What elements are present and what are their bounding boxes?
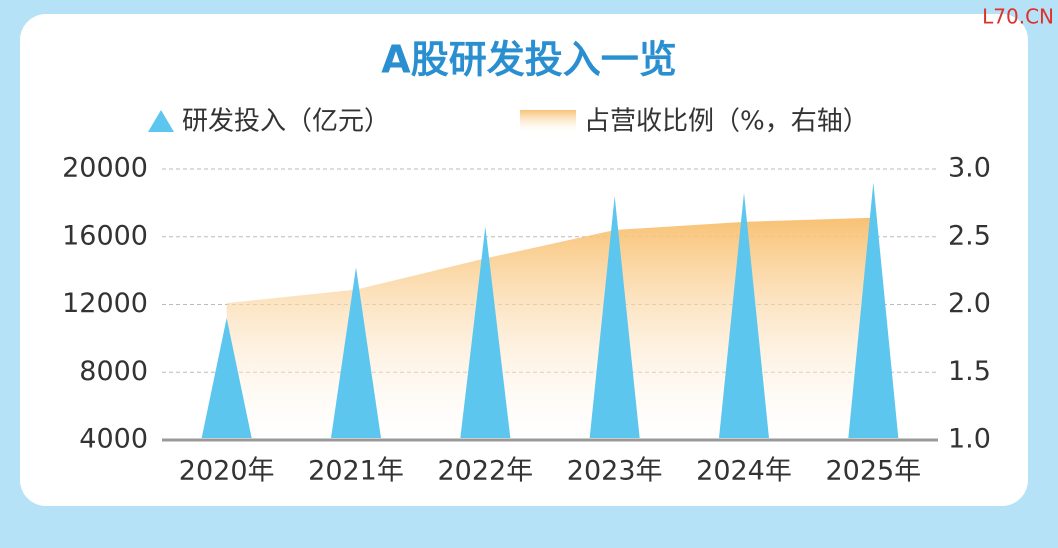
x-tick-label: 2021年 <box>308 456 404 487</box>
chart-title: A股研发投入一览 <box>381 38 676 82</box>
watermark: L70.CN <box>982 5 1054 29</box>
legend-label: 占营收比例（%，右轴） <box>584 107 869 137</box>
y-tick-label: 16000 <box>62 220 148 251</box>
y2-tick-label: 1.0 <box>948 424 991 455</box>
x-tick-label: 2025年 <box>825 456 921 487</box>
legend-icon <box>148 110 174 132</box>
triangle-bar <box>719 192 769 438</box>
triangle-bar <box>331 267 381 438</box>
y-tick-label: 12000 <box>62 288 148 319</box>
triangle-bar <box>201 318 252 438</box>
legend-icon <box>520 110 576 132</box>
x-tick-label: 2023年 <box>567 456 663 487</box>
x-tick-label: 2024年 <box>696 456 792 487</box>
y-tick-label: 20000 <box>62 153 148 184</box>
triangle-bar <box>460 226 511 438</box>
y2-tick-label: 3.0 <box>948 153 991 184</box>
triangle-bar <box>589 196 640 438</box>
triangle-bar <box>848 182 899 438</box>
x-tick-label: 2022年 <box>437 456 533 487</box>
area <box>226 217 874 440</box>
legend-label: 研发投入（亿元） <box>182 107 390 137</box>
y2-tick-label: 2.5 <box>948 220 991 251</box>
y2-tick-label: 2.0 <box>948 288 991 319</box>
y2-tick-label: 1.5 <box>948 356 991 387</box>
y-tick-label: 8000 <box>79 356 148 387</box>
x-tick-label: 2020年 <box>179 456 275 487</box>
y-tick-label: 4000 <box>79 424 148 455</box>
